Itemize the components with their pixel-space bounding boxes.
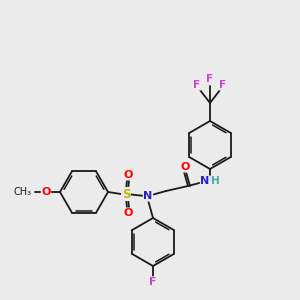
Text: N: N bbox=[143, 191, 153, 201]
Text: O: O bbox=[180, 162, 190, 172]
Text: F: F bbox=[219, 80, 226, 90]
Text: N: N bbox=[200, 176, 210, 186]
Text: F: F bbox=[149, 277, 157, 287]
Text: CH₃: CH₃ bbox=[14, 187, 32, 197]
Text: S: S bbox=[122, 188, 130, 200]
Text: O: O bbox=[123, 208, 133, 218]
Text: H: H bbox=[211, 176, 219, 186]
Text: F: F bbox=[194, 80, 201, 90]
Text: O: O bbox=[41, 187, 51, 197]
Text: F: F bbox=[206, 74, 214, 84]
Text: O: O bbox=[123, 170, 133, 180]
